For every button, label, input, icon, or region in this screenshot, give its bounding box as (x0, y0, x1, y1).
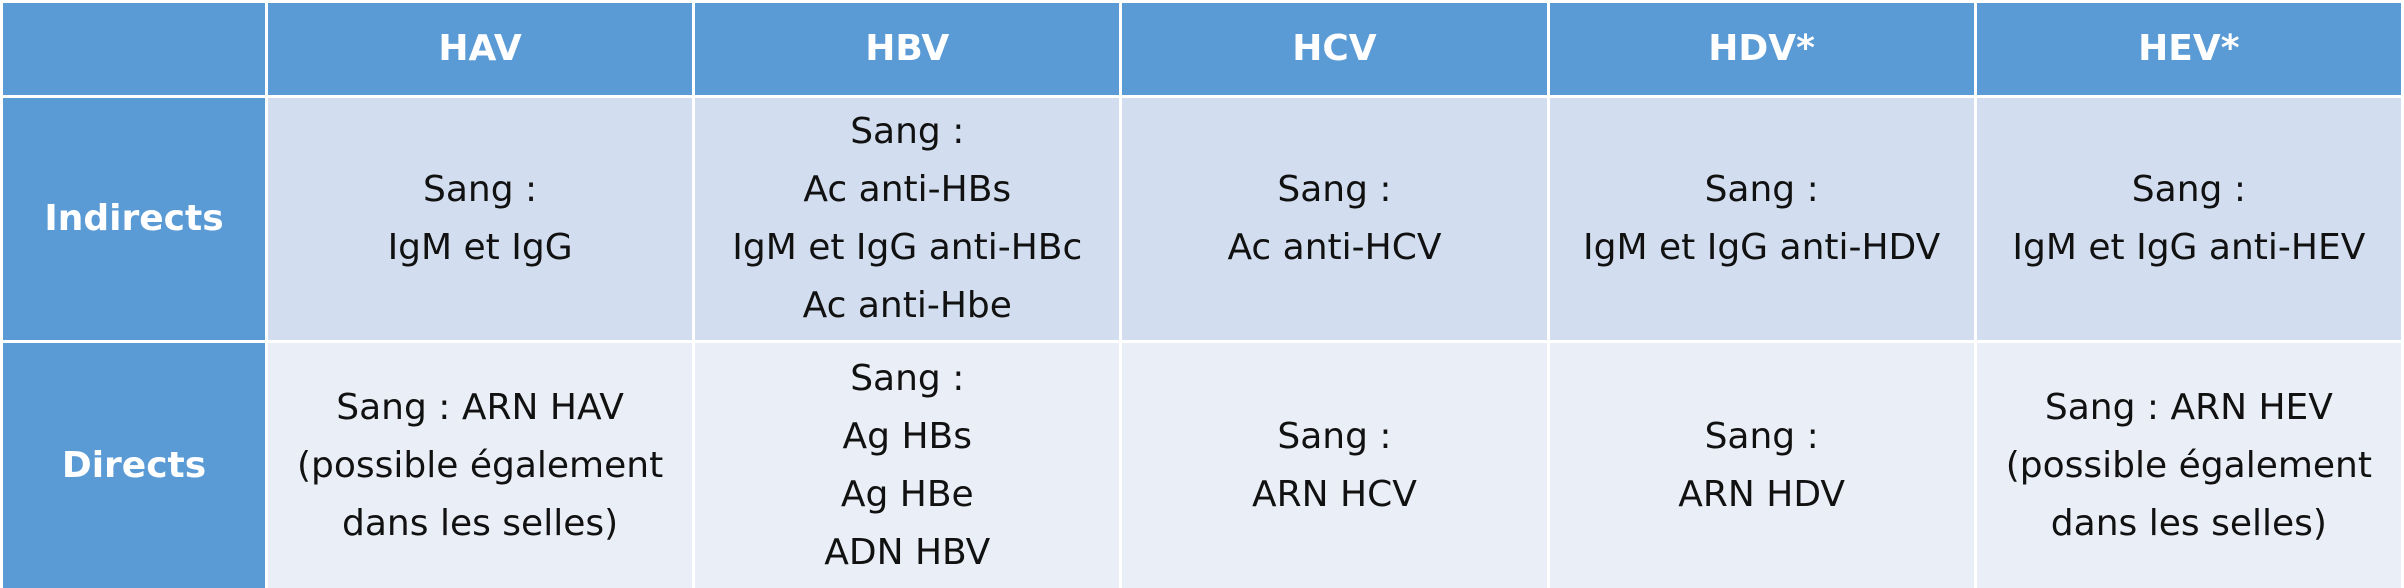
cell-line: Sang : (1704, 415, 1819, 457)
column-header: HCV (1119, 0, 1550, 98)
column-header: HBV (692, 0, 1123, 98)
cell-line: (possible également (2005, 444, 2372, 486)
row-header: Indirects (0, 95, 268, 343)
table-cell: Sang : ARN HDV (1546, 340, 1977, 588)
cell-line: Sang : (850, 357, 965, 399)
table-row: Indirects Sang : IgM et IgG Sang : Ac anti-H… (0, 95, 2404, 343)
column-header: HAV (264, 0, 696, 98)
cell-line: Ag HBe (840, 473, 974, 515)
cell-line: Sang : ARN HEV (2044, 386, 2333, 428)
cell-line: IgM et IgG anti-HEV (2012, 227, 2366, 268)
cell-line: Sang : (850, 111, 965, 152)
cell-line: (possible également (296, 444, 664, 486)
cell-line: Sang : (423, 169, 538, 210)
table-cell: Sang : ARN HEV (possible également dans le… (1973, 340, 2404, 588)
corner-cell (0, 0, 268, 98)
table-cell: Sang : Ac anti-HCV (1119, 95, 1550, 343)
cell-line: Ag HBs (842, 415, 972, 457)
cell-line: Ac anti-HBs (803, 169, 1012, 210)
cell-line: Ac anti-Hbe (802, 285, 1012, 326)
table-cell: Sang : IgM et IgG anti-HDV (1546, 95, 1977, 343)
cell-line: ARN HCV (1252, 473, 1417, 515)
table-cell: Sang : ARN HAV (possible également dans le… (264, 340, 696, 588)
table-cell: Sang : IgM et IgG anti-HEV (1973, 95, 2404, 343)
table-cell: Sang : ARN HCV (1119, 340, 1550, 588)
cell-line: Sang : (1704, 169, 1819, 210)
cell-line: Ac anti-HCV (1227, 227, 1442, 268)
table-cell: Sang : Ac anti-HBs IgM et IgG anti-HBc Ac a… (692, 95, 1123, 343)
header-row: HAV HBV HCV HDV* HEV* (0, 0, 2404, 98)
row-header: Directs (0, 340, 268, 588)
cell-line: ADN HBV (824, 531, 991, 573)
table-cell: Sang : IgM et IgG (264, 95, 696, 343)
table-cell: Sang : Ag HBs Ag HBe ADN HBV (692, 340, 1123, 588)
cell-line: Sang : (2131, 169, 2246, 210)
cell-line: dans les selles) (2050, 502, 2327, 544)
column-header: HEV* (1973, 0, 2404, 98)
cell-line: dans les selles) (342, 502, 619, 544)
table-row: Directs Sang : ARN HAV (possible également… (0, 340, 2404, 588)
cell-line: Sang : (1277, 415, 1392, 457)
cell-line: IgM et IgG anti-HBc (732, 227, 1083, 268)
cell-line: IgM et IgG (387, 227, 573, 268)
cell-line: IgM et IgG anti-HDV (1583, 227, 1941, 268)
cell-line: ARN HDV (1678, 473, 1846, 515)
column-header: HDV* (1546, 0, 1977, 98)
cell-line: Sang : (1277, 169, 1392, 210)
cell-line: Sang : ARN HAV (336, 386, 624, 428)
